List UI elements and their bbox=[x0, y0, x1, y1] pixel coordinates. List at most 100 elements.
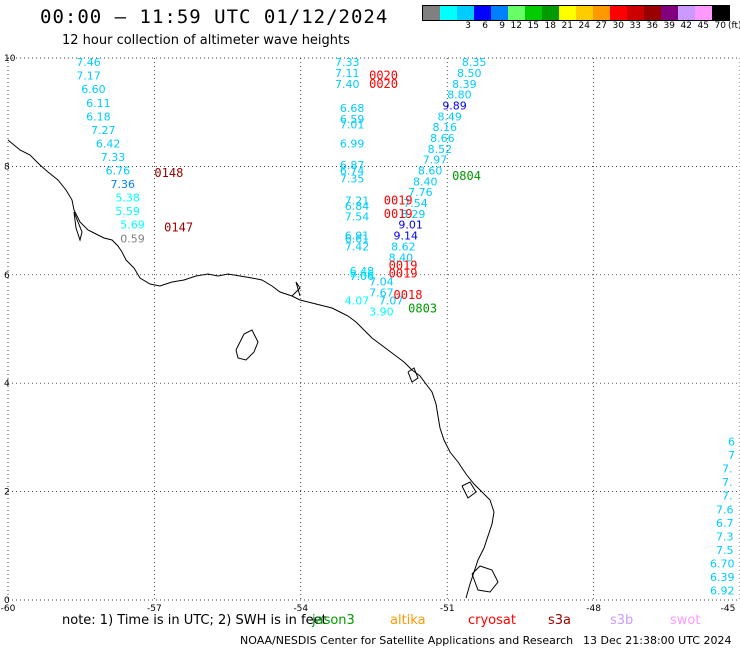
swh-label: 5.38 bbox=[115, 192, 140, 205]
lake-outline bbox=[235, 329, 259, 361]
scale-label: 9 bbox=[499, 21, 505, 31]
swh-label: 9.14 bbox=[394, 230, 419, 243]
swh-label: 7.04 bbox=[369, 276, 394, 289]
swh-label: 8.29 bbox=[401, 208, 426, 221]
swh-label: 6.39 bbox=[710, 571, 735, 584]
swh-label: 6.61 bbox=[345, 232, 370, 245]
swh-label: 8.39 bbox=[452, 78, 477, 91]
scale-swatch bbox=[559, 6, 576, 20]
scale-swatch bbox=[508, 6, 525, 20]
y-tick-label: 6 bbox=[4, 271, 10, 281]
swh-label: 8.60 bbox=[418, 165, 443, 178]
swh-label: 6.60 bbox=[81, 83, 106, 96]
time-label: 0148 bbox=[154, 166, 183, 180]
swh-label: 7.01 bbox=[340, 118, 365, 131]
swh-label: 7 bbox=[728, 449, 735, 462]
scale-label: 36 bbox=[646, 21, 658, 31]
time-label: 0803 bbox=[408, 302, 437, 316]
swh-label: 8.16 bbox=[433, 121, 458, 134]
scale-swatch bbox=[610, 6, 627, 20]
swh-label: 6.74 bbox=[340, 165, 365, 178]
time-label: 0019 bbox=[389, 258, 418, 272]
swh-label: 8.62 bbox=[391, 240, 416, 253]
scale-label: 70 bbox=[714, 21, 726, 31]
swh-label: 7. bbox=[722, 490, 733, 503]
swh-label: 0.59 bbox=[120, 232, 144, 245]
x-tick-label: -60 bbox=[1, 604, 16, 614]
time-label: 0020 bbox=[369, 69, 398, 83]
swh-label: 7.76 bbox=[408, 186, 433, 199]
swh-label: 7.11 bbox=[335, 67, 360, 80]
mission-label-s3a: s3a bbox=[548, 613, 572, 628]
coastline-delta bbox=[73, 211, 83, 242]
scale-swatch bbox=[661, 6, 678, 20]
scale-swatch bbox=[542, 6, 559, 20]
scale-swatch bbox=[644, 6, 661, 20]
wave-height-labels: 7.467.176.606.116.187.276.427.336.767.36… bbox=[76, 56, 735, 597]
swh-label: 9.89 bbox=[442, 99, 467, 112]
mission-label-swot: swot bbox=[670, 613, 701, 628]
scale-swatch bbox=[457, 6, 474, 20]
scale-swatch bbox=[423, 6, 440, 20]
coastline-path bbox=[7, 139, 495, 599]
scale-label: 24 bbox=[578, 21, 590, 31]
color-scale-labels: 3 6 9 12 15 18 21 24 27 30 33 36 39 42 45 70 bbox=[422, 21, 728, 33]
swh-label: 8.49 bbox=[437, 110, 462, 123]
swh-label: 7.67 bbox=[369, 286, 394, 299]
swh-label: 7.35 bbox=[340, 173, 365, 186]
swh-label: 7.5 bbox=[716, 544, 734, 557]
swh-label: 8.40 bbox=[389, 251, 414, 264]
time-label: 0804 bbox=[452, 169, 481, 183]
swh-label: 6.7 bbox=[716, 517, 734, 530]
swh-label: 7.54 bbox=[345, 211, 370, 224]
scale-label: 12 bbox=[510, 21, 522, 31]
swh-label: 6.87 bbox=[340, 159, 365, 172]
scale-label: 45 bbox=[697, 21, 709, 31]
swh-label: 6.76 bbox=[106, 165, 131, 178]
swh-label: 7.21 bbox=[345, 194, 370, 207]
scale-label: 39 bbox=[663, 21, 675, 31]
swh-label: 7. bbox=[722, 463, 733, 476]
scale-swatch bbox=[576, 6, 593, 20]
swh-label: 7.17 bbox=[76, 70, 101, 83]
scale-swatch bbox=[695, 6, 712, 20]
scale-swatch bbox=[627, 6, 644, 20]
mission-label-cryosat: cryosat bbox=[468, 613, 516, 628]
swh-label: 6.48 bbox=[350, 265, 375, 278]
mission-label-s3b: s3b bbox=[610, 613, 634, 628]
time-label: 0020 bbox=[369, 77, 398, 91]
y-tick-label: 2 bbox=[4, 488, 10, 498]
scale-label: 30 bbox=[612, 21, 624, 31]
scale-label: 6 bbox=[482, 21, 488, 31]
scale-label: 27 bbox=[595, 21, 607, 31]
swh-label: 7.42 bbox=[345, 240, 370, 253]
map-subtitle: 12 hour collection of altimeter wave hei… bbox=[62, 33, 350, 48]
swh-label: 6.92 bbox=[710, 585, 735, 598]
swh-label: 8.50 bbox=[457, 67, 482, 80]
swh-label: 7.06 bbox=[350, 270, 375, 283]
time-label: 0019 bbox=[384, 207, 413, 221]
swh-label: 7.54 bbox=[403, 197, 428, 210]
swh-label: 6.11 bbox=[86, 97, 111, 110]
scale-label: 21 bbox=[561, 21, 573, 31]
time-label: 0147 bbox=[164, 220, 193, 234]
color-scale-unit: (ft) bbox=[728, 21, 740, 31]
swh-label: 8.52 bbox=[428, 143, 453, 156]
scale-swatch bbox=[474, 6, 491, 20]
map-title: 00:00 – 11:59 UTC 01/12/2024 bbox=[40, 6, 389, 28]
swh-label: 6.59 bbox=[340, 113, 365, 126]
swh-label: 7.6 bbox=[716, 503, 734, 516]
time-label: 0018 bbox=[394, 288, 423, 302]
swh-label: 8.66 bbox=[430, 132, 455, 145]
swh-label: 9.01 bbox=[398, 219, 423, 232]
scale-label: 42 bbox=[680, 21, 692, 31]
scale-swatch bbox=[712, 6, 729, 20]
footer-timestamp: 13 Dec 21:38:00 UTC 2024 bbox=[583, 634, 732, 647]
mission-label-jason3: jason3 bbox=[312, 613, 355, 628]
scale-label: 18 bbox=[544, 21, 556, 31]
swh-label: 6.42 bbox=[96, 137, 121, 150]
swh-label: 7.3 bbox=[716, 530, 734, 543]
swh-label: 7.97 bbox=[423, 154, 448, 167]
scale-swatch bbox=[491, 6, 508, 20]
